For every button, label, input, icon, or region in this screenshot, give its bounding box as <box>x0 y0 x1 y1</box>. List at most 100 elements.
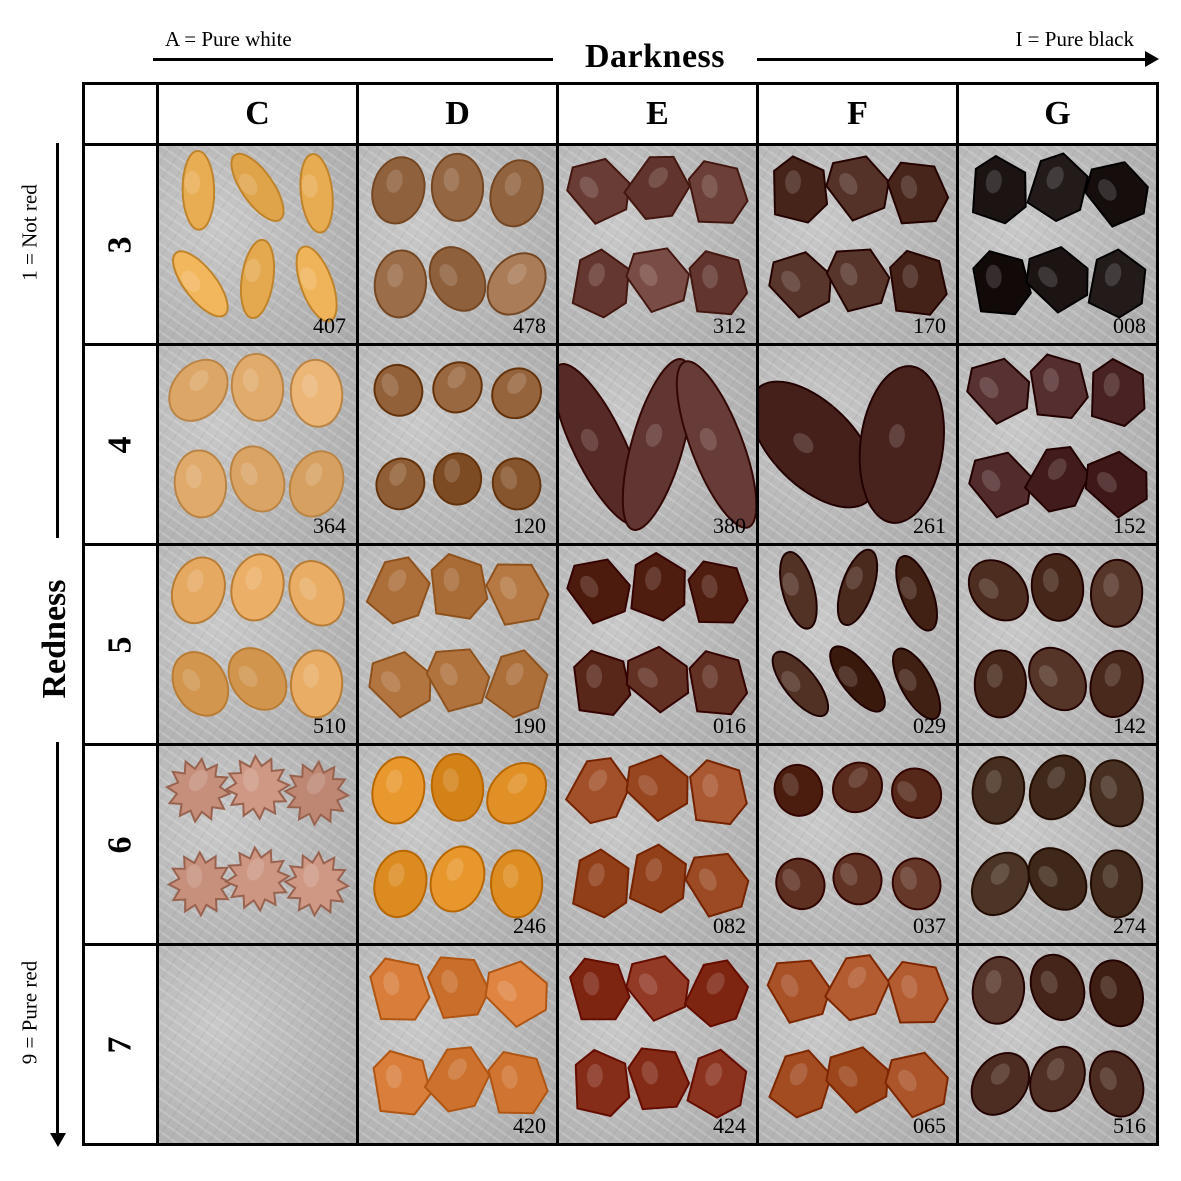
seed-4 <box>973 649 1027 719</box>
redness-min-label: 1 = Not red <box>17 184 42 281</box>
seed-5 <box>832 852 883 906</box>
redness-max-label: 9 = Pure red <box>17 960 42 1065</box>
seed-specimens <box>768 155 950 319</box>
seed-3 <box>683 959 750 1028</box>
seed-2 <box>230 152 285 222</box>
seed-6 <box>892 647 942 721</box>
seed-2 <box>1026 152 1089 223</box>
seed-specimens <box>970 953 1145 1118</box>
row-label: 3 <box>101 236 139 253</box>
seed-2 <box>623 155 691 220</box>
seed-2 <box>430 552 489 620</box>
seed-6 <box>688 650 749 716</box>
column-header-e: E <box>559 85 756 143</box>
seed-cell-g3: 008 <box>959 146 1156 343</box>
seed-6 <box>684 852 750 918</box>
column-header-d: D <box>359 85 556 143</box>
seed-3 <box>895 555 938 632</box>
specimen-code: 364 <box>313 513 346 538</box>
seed-cell-e6: 082 <box>559 746 756 943</box>
seed-cell-g6: 274 <box>959 746 1156 943</box>
row-header-3: 3 <box>85 146 156 343</box>
seed-2 <box>825 155 890 222</box>
seed-1 <box>773 763 824 817</box>
specimen-code: 008 <box>1113 313 1146 338</box>
seed-cell-g4: 152 <box>959 346 1156 543</box>
seed-6 <box>688 250 749 316</box>
specimen-code: 261 <box>913 513 946 538</box>
row-label: 5 <box>101 636 139 653</box>
seed-1 <box>181 149 216 231</box>
seed-3 <box>1089 759 1144 828</box>
specimen-code: 246 <box>513 913 546 938</box>
specimen-code: 029 <box>913 713 946 738</box>
seed-1 <box>371 156 426 225</box>
seed-3 <box>1089 959 1144 1028</box>
seed-cell-c4: 364 <box>159 346 356 543</box>
seed-specimens <box>168 352 345 519</box>
seed-3 <box>689 759 748 826</box>
seed-3 <box>886 161 950 225</box>
seed-4 <box>372 1049 432 1116</box>
seed-3 <box>886 960 949 1024</box>
specimen-code: 407 <box>313 313 346 338</box>
seed-4 <box>375 457 426 511</box>
seed-6 <box>490 849 544 919</box>
seed-specimens <box>371 752 547 919</box>
seed-5 <box>1028 646 1087 712</box>
seed-1 <box>971 154 1027 225</box>
seed-1 <box>971 955 1026 1025</box>
specimen-code: 152 <box>1113 513 1146 538</box>
specimen-code: 380 <box>713 513 746 538</box>
seed-6 <box>686 1048 748 1119</box>
seed-1 <box>564 757 632 825</box>
seed-2 <box>630 551 686 622</box>
column-header-f: F <box>759 85 956 143</box>
seed-specimens <box>172 149 338 323</box>
darkness-max-label: I = Pure black <box>1015 27 1134 51</box>
seed-3 <box>1090 357 1146 428</box>
seed-5 <box>1023 445 1091 513</box>
specimen-code: 274 <box>1113 913 1146 938</box>
specimen-code: 312 <box>713 313 746 338</box>
seed-5 <box>428 246 487 312</box>
darkness-axis-title: Darkness <box>584 38 726 75</box>
seed-1 <box>373 363 424 417</box>
seed-4 <box>775 857 826 911</box>
row-label: 7 <box>101 1036 139 1053</box>
seed-4 <box>768 1049 833 1119</box>
seed-6 <box>486 252 547 316</box>
seed-1 <box>371 756 426 825</box>
specimen-code: 420 <box>513 1113 546 1138</box>
seed-5 <box>429 845 486 913</box>
seed-specimens <box>371 152 547 319</box>
seed-5 <box>627 1047 691 1111</box>
row-label: 6 <box>101 836 139 853</box>
seed-4 <box>172 250 229 318</box>
seed-specimens <box>164 753 351 918</box>
specimen-code: 120 <box>513 513 546 538</box>
seed-specimens <box>971 152 1149 319</box>
row-header-6: 6 <box>85 746 156 943</box>
darkness-arrow-head <box>1145 51 1159 67</box>
seed-6 <box>1089 849 1144 919</box>
row-header-5: 5 <box>85 546 156 743</box>
seed-cell-d5: 190 <box>359 546 556 743</box>
seed-specimens <box>365 552 550 719</box>
seed-5 <box>239 238 276 320</box>
specimen-code: 478 <box>513 313 546 338</box>
seed-5 <box>425 648 491 713</box>
seed-specimens <box>966 353 1148 519</box>
seed-5 <box>825 248 891 313</box>
seed-4 <box>173 449 228 519</box>
seed-3 <box>891 767 943 820</box>
seed-5 <box>829 645 886 713</box>
seed-6 <box>1084 450 1148 519</box>
seed-2 <box>230 553 285 622</box>
seed-specimens <box>566 155 749 319</box>
seed-specimens <box>967 552 1144 719</box>
seed-5 <box>432 452 483 506</box>
seed-cell-f5: 029 <box>759 546 956 743</box>
seed-4 <box>171 651 230 717</box>
specimen-code: 016 <box>713 713 746 738</box>
